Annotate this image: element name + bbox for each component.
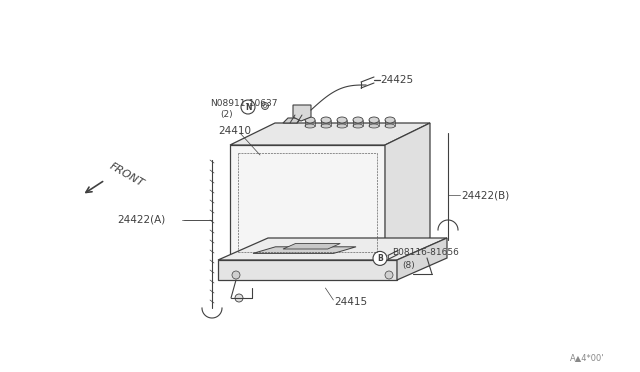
Text: 24410: 24410	[218, 126, 251, 136]
Polygon shape	[218, 238, 447, 260]
Circle shape	[235, 294, 243, 302]
Circle shape	[385, 271, 393, 279]
Text: B08116-81656: B08116-81656	[392, 248, 459, 257]
Ellipse shape	[321, 124, 331, 128]
Circle shape	[373, 251, 387, 265]
Text: (2): (2)	[220, 110, 232, 119]
Ellipse shape	[385, 117, 395, 123]
Polygon shape	[397, 238, 447, 280]
Ellipse shape	[321, 117, 331, 123]
Ellipse shape	[337, 117, 347, 123]
Ellipse shape	[385, 124, 395, 128]
Ellipse shape	[305, 117, 315, 123]
Text: (8): (8)	[402, 261, 415, 270]
Circle shape	[264, 105, 266, 108]
Polygon shape	[253, 247, 356, 253]
Polygon shape	[230, 123, 430, 145]
Polygon shape	[230, 145, 385, 260]
Circle shape	[262, 103, 269, 109]
Text: B: B	[377, 254, 383, 263]
Text: A▲4*00': A▲4*00'	[570, 353, 605, 362]
Text: 24425: 24425	[380, 75, 413, 85]
Polygon shape	[293, 105, 311, 121]
Circle shape	[241, 100, 255, 114]
Ellipse shape	[369, 117, 379, 123]
Text: FRONT: FRONT	[108, 161, 146, 189]
Text: N08911-10637: N08911-10637	[210, 99, 278, 109]
Circle shape	[232, 271, 240, 279]
Ellipse shape	[305, 124, 315, 128]
Ellipse shape	[337, 124, 347, 128]
Ellipse shape	[369, 124, 379, 128]
Ellipse shape	[353, 124, 363, 128]
Text: 24422(A): 24422(A)	[117, 215, 165, 225]
Ellipse shape	[353, 117, 363, 123]
Text: N: N	[244, 103, 252, 112]
Polygon shape	[385, 123, 430, 260]
Polygon shape	[283, 118, 302, 123]
Polygon shape	[283, 244, 340, 249]
Text: 24415: 24415	[334, 297, 367, 307]
Text: 24422(B): 24422(B)	[461, 190, 509, 200]
Polygon shape	[218, 260, 397, 280]
